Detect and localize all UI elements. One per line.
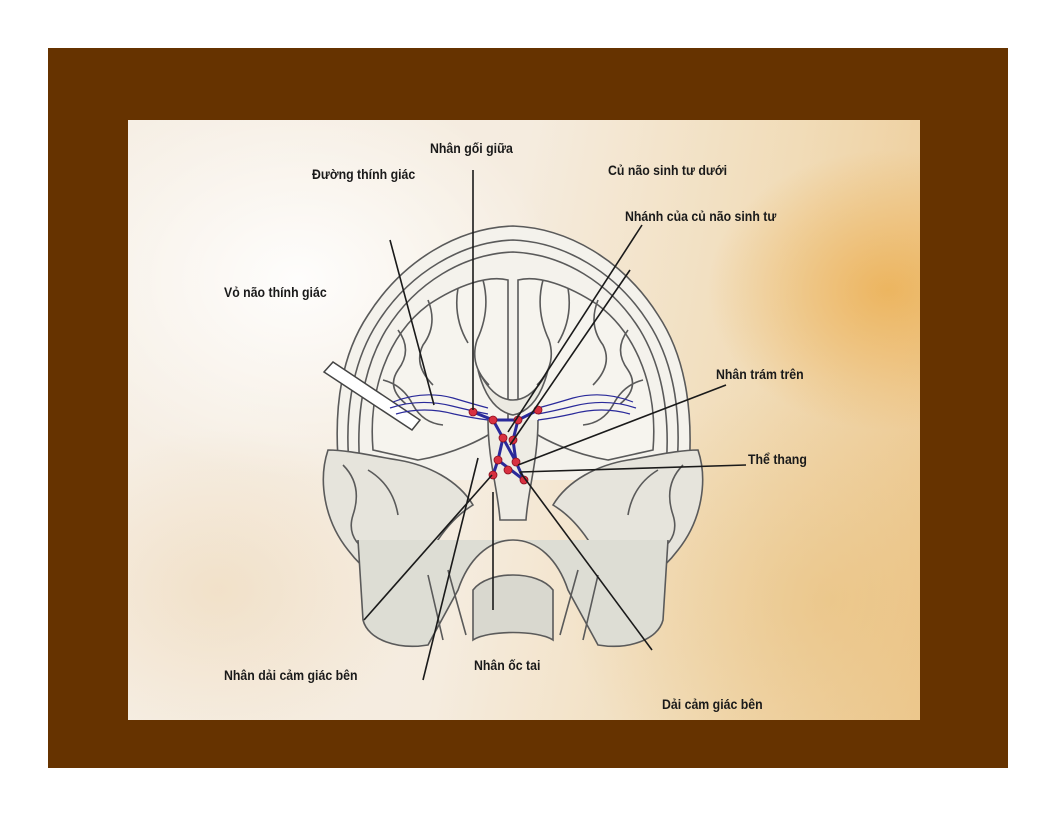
- label-cu-nao-sinh-tu-duoi: Củ não sinh tư dưới: [608, 162, 728, 178]
- cortex-probe: [322, 361, 422, 432]
- nucleus-dots: [468, 405, 543, 485]
- label-nhanh-cua-cu-nao-sinh-tu: Nhánh của củ não sinh tư: [625, 208, 777, 224]
- label-nhan-oc-tai: Nhân ốc tai: [474, 657, 541, 673]
- label-vo-nao-thinh-giac: Vỏ não thính giác: [224, 284, 327, 300]
- brain-coronal-section-illustration: [322, 170, 747, 681]
- diagram-panel: Nhân gối giữa Đường thính giác Củ não si…: [128, 120, 920, 720]
- leader-lines: [363, 170, 747, 681]
- label-dai-cam-giac-ben: Dải cảm giác bên: [662, 696, 763, 712]
- label-nhan-dai-cam-giac-ben: Nhân dải cảm giác bên: [224, 667, 358, 683]
- label-the-thang: Thể thang: [748, 451, 807, 467]
- auditory-radiation: [389, 394, 637, 421]
- slide-frame: Nhân gối giữa Đường thính giác Củ não si…: [48, 48, 1008, 768]
- label-nhan-goi-giua: Nhân gối giữa: [430, 140, 513, 156]
- label-nhan-tram-tren: Nhân trám trên: [716, 366, 804, 382]
- label-duong-thinh-giac: Đường thính giác: [312, 166, 416, 182]
